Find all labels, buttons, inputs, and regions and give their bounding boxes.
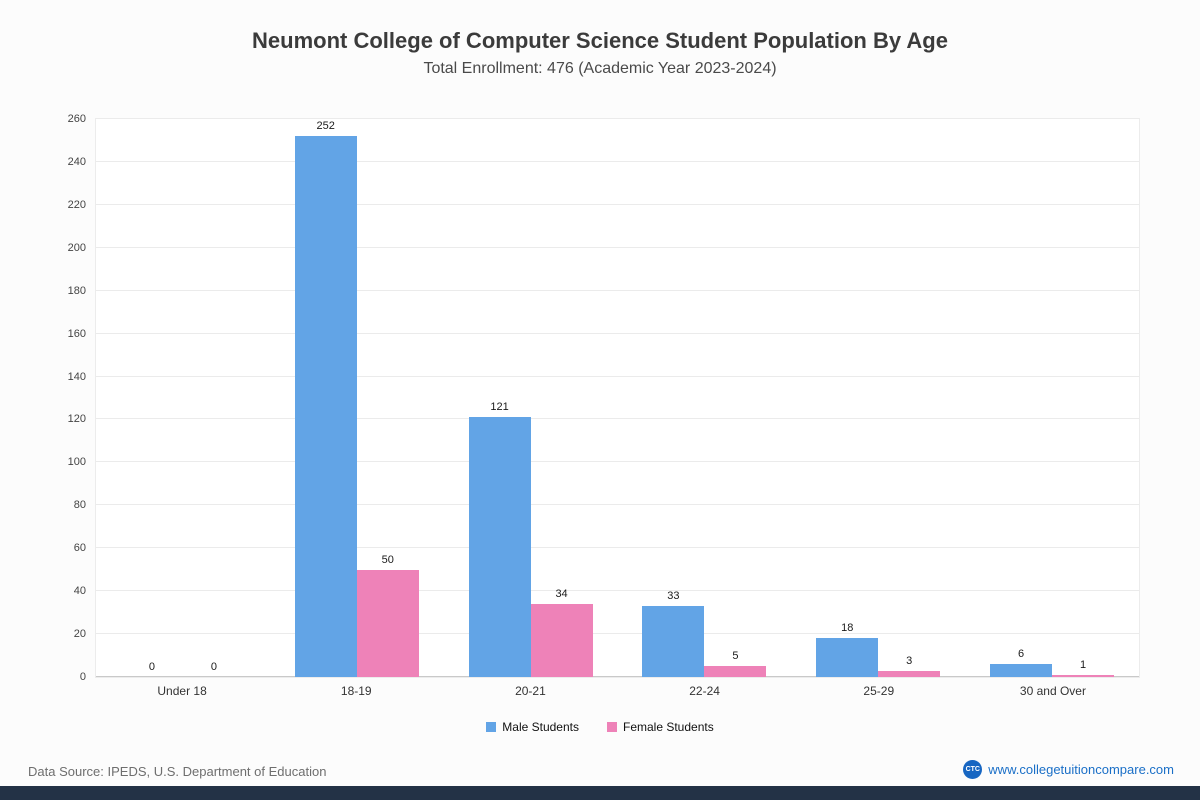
- legend-item-female-students[interactable]: Female Students: [607, 720, 714, 734]
- y-tick-label: 80: [73, 499, 86, 512]
- bar-group-18-19: 252 50: [270, 119, 444, 677]
- x-tick-label: 25-29: [863, 684, 895, 698]
- gridline: [96, 332, 1139, 334]
- gridline: [96, 118, 1139, 119]
- x-axis-line: [96, 676, 1139, 677]
- bar-value-label: 18: [841, 622, 854, 635]
- legend-swatch-icon: [607, 722, 617, 732]
- bar-female-students-20-21[interactable]: 34: [530, 588, 593, 677]
- bar-value-label: 34: [555, 588, 568, 601]
- y-tick-label: 100: [67, 456, 86, 469]
- bar-value-label: 50: [381, 553, 394, 566]
- bar-value-label: 252: [316, 120, 335, 133]
- bar-male-students-20-21[interactable]: 121: [468, 401, 531, 677]
- bar-value-label: 33: [667, 590, 680, 603]
- gridline: [96, 461, 1139, 463]
- bar-value-label: 3: [906, 654, 913, 667]
- data-source-text: Data Source: IPEDS, U.S. Department of E…: [28, 764, 327, 779]
- y-tick-label: 140: [67, 370, 86, 383]
- bar-female-students-18-19[interactable]: 50: [356, 554, 419, 677]
- bars-layer: 0 0 252 50 121 34 33 5 18 3 6 1: [96, 119, 1139, 677]
- legend-swatch-icon: [486, 722, 497, 732]
- y-tick-label: 160: [67, 327, 86, 340]
- bar-male-students-18-19[interactable]: 252: [294, 120, 357, 677]
- gridline: [96, 375, 1139, 377]
- bar-male-students-30-and-over[interactable]: 6: [990, 648, 1053, 677]
- bar-female-students-25-29[interactable]: 3: [878, 655, 941, 677]
- website-link[interactable]: CTC www.collegetuitioncompare.com: [963, 760, 1174, 779]
- bar-value-label: 1: [1079, 658, 1087, 671]
- gridline: [96, 203, 1139, 205]
- plot-area: 0 20 40 60 80 100 120 140 160 180 200 220 240 260 0 0 25…: [68, 113, 1140, 683]
- gridline: [96, 418, 1139, 420]
- bar-value-label: 5: [732, 650, 739, 663]
- legend-label: Female Students: [623, 720, 714, 734]
- y-tick-label: 120: [67, 413, 86, 426]
- legend-label: Male Students: [502, 720, 579, 734]
- bottom-bar: [0, 786, 1200, 800]
- gridline: [96, 504, 1139, 506]
- y-tick-label: 60: [73, 542, 86, 555]
- bar-group-25-29: 18 3: [791, 119, 965, 677]
- x-axis: Under 18 18-19 20-21 22-24 25-29 30 and Over: [95, 684, 1140, 698]
- y-tick-label: 260: [67, 113, 86, 125]
- x-tick-label: 20-21: [515, 684, 546, 698]
- y-tick-label: 180: [67, 284, 86, 297]
- bar-value-label: 6: [1017, 648, 1025, 661]
- website-url[interactable]: www.collegetuitioncompare.com: [988, 762, 1174, 777]
- bar-group-20-21: 121 34: [444, 119, 618, 677]
- y-tick-label: 200: [67, 241, 86, 254]
- legend-item-male-students[interactable]: Male Students: [486, 720, 579, 734]
- y-tick-label: 20: [73, 628, 86, 641]
- x-tick-label: 22-24: [689, 684, 720, 698]
- gridline: [96, 590, 1139, 592]
- gridline: [96, 160, 1139, 162]
- bar-female-students-22-24[interactable]: 5: [704, 650, 767, 677]
- bar-male-students-22-24[interactable]: 33: [642, 590, 705, 677]
- y-tick-label: 0: [79, 671, 86, 683]
- y-tick-label: 240: [67, 155, 86, 168]
- y-tick-label: 40: [73, 585, 86, 598]
- chart-subtitle: Total Enrollment: 476 (Academic Year 202…: [423, 60, 777, 77]
- bar-male-students-25-29[interactable]: 18: [816, 622, 879, 677]
- gridline: [96, 547, 1139, 549]
- gridline: [96, 633, 1139, 635]
- y-tick-label: 220: [67, 198, 86, 211]
- x-tick-label: Under 18: [157, 684, 207, 698]
- gridline: [96, 289, 1139, 291]
- bar-value-label: 0: [210, 661, 217, 673]
- gridline: [96, 246, 1139, 248]
- bar-group-22-24: 33 5: [617, 119, 791, 677]
- site-logo-icon: CTC: [963, 760, 983, 779]
- legend: Male Students Female Students: [0, 720, 1200, 734]
- bar-value-label: 0: [148, 661, 155, 673]
- bar-female-students-30-and-over[interactable]: 1: [1052, 659, 1115, 677]
- x-tick-label: 30 and Over: [1019, 684, 1086, 698]
- x-tick-label: 18-19: [340, 684, 372, 698]
- chart-title: Neumont College of Computer Science Stud…: [252, 28, 948, 53]
- bar-value-label: 121: [490, 401, 509, 414]
